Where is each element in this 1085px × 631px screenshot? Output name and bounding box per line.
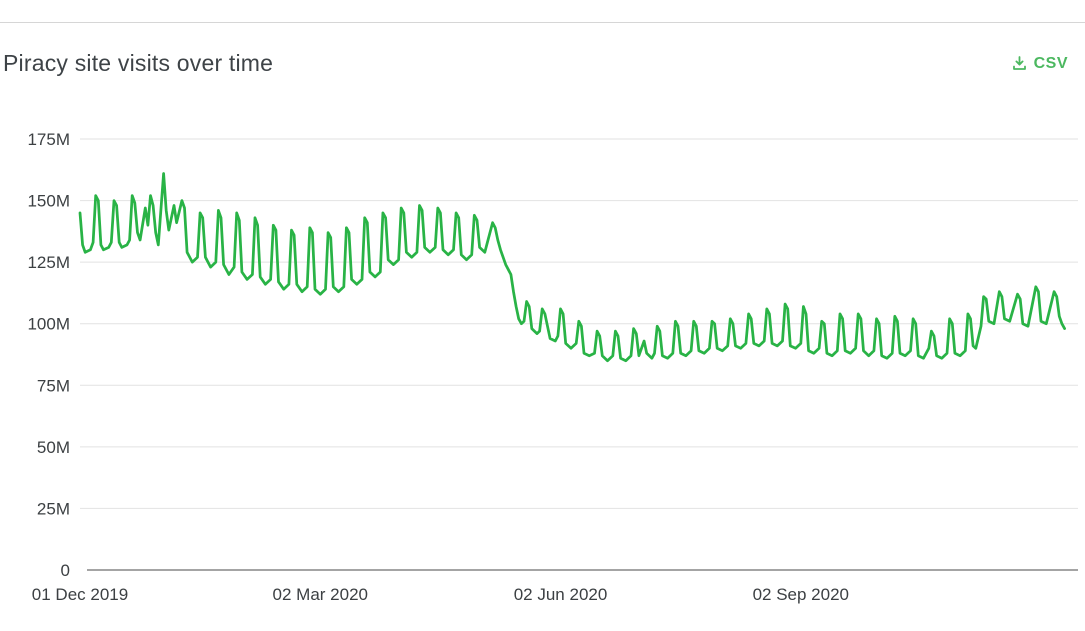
x-tick-label: 02 Sep 2020 xyxy=(753,585,849,604)
y-tick-label: 175M xyxy=(27,130,70,149)
x-tick-label: 02 Jun 2020 xyxy=(514,585,608,604)
csv-download-link[interactable]: CSV xyxy=(1011,55,1068,73)
visits-line-series xyxy=(78,172,1066,363)
y-tick-label: 50M xyxy=(37,438,70,457)
csv-link-label: CSV xyxy=(1033,54,1068,72)
y-tick-label: 25M xyxy=(37,499,70,518)
chart-header: Piracy site visits over time CSV xyxy=(0,50,1085,77)
x-tick-label: 02 Mar 2020 xyxy=(273,585,368,604)
y-tick-label: 0 xyxy=(61,561,70,580)
top-divider xyxy=(0,22,1085,23)
download-icon xyxy=(1011,55,1028,72)
y-tick-label: 150M xyxy=(27,192,70,211)
y-tick-label: 100M xyxy=(27,315,70,334)
y-tick-label: 75M xyxy=(37,376,70,395)
y-tick-label: 125M xyxy=(27,253,70,272)
x-tick-label: 01 Dec 2019 xyxy=(32,585,128,604)
chart-title: Piracy site visits over time xyxy=(3,50,274,76)
